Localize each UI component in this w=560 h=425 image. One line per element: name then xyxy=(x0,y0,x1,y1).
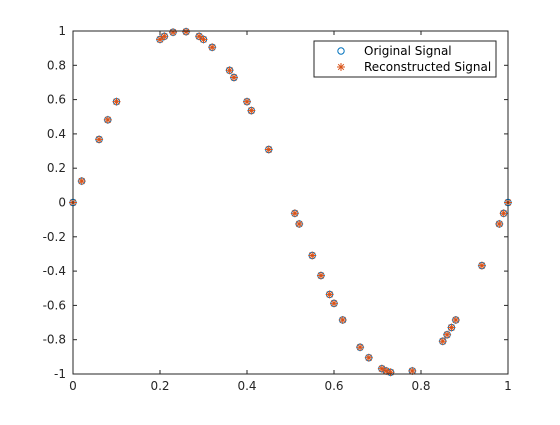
data-point-reconstructed xyxy=(199,35,208,44)
data-points xyxy=(69,27,512,377)
data-point-reconstructed xyxy=(338,315,347,324)
asterisk-stroke xyxy=(161,33,168,40)
data-point-reconstructed xyxy=(229,73,238,82)
asterisk-stroke xyxy=(78,177,85,185)
data-point-reconstructed xyxy=(208,43,217,52)
x-tick-label: 0.2 xyxy=(150,379,169,393)
y-tick-label: -0.6 xyxy=(43,298,66,312)
data-point-reconstructed xyxy=(77,177,86,186)
asterisk-stroke xyxy=(291,210,299,217)
y-tick-label: 0.6 xyxy=(47,93,66,107)
axes-box xyxy=(72,30,509,375)
asterisk-stroke xyxy=(182,28,190,35)
legend-marker-asterisk-icon xyxy=(337,63,345,71)
data-point-reconstructed xyxy=(243,97,251,106)
legend-box xyxy=(313,40,497,78)
data-point-reconstructed xyxy=(156,35,164,44)
asterisk-stroke xyxy=(296,220,303,228)
data-point-reconstructed xyxy=(160,32,169,41)
x-tick-label: 1 xyxy=(504,379,512,393)
data-point-reconstructed xyxy=(330,299,338,308)
asterisk-stroke xyxy=(452,316,459,324)
asterisk-stroke xyxy=(330,300,338,307)
data-point-reconstructed xyxy=(477,261,486,270)
y-tick-label: 0.2 xyxy=(47,161,66,175)
asterisk-stroke xyxy=(326,291,333,298)
asterisk-stroke xyxy=(500,210,507,217)
asterisk-stroke xyxy=(317,272,325,279)
y-tick-label: -0.8 xyxy=(43,333,66,347)
asterisk-stroke xyxy=(209,44,216,51)
x-tick-label: 0.8 xyxy=(411,379,430,393)
data-point-reconstructed xyxy=(112,97,121,106)
y-tick-label: -0.2 xyxy=(43,230,66,244)
asterisk-stroke xyxy=(95,136,103,143)
asterisk-stroke xyxy=(243,98,251,105)
asterisk-stroke xyxy=(439,338,446,345)
asterisk-stroke xyxy=(265,146,272,153)
data-point-reconstructed xyxy=(451,315,460,324)
x-tick-label: 0.6 xyxy=(324,379,343,393)
data-point-reconstructed xyxy=(364,353,373,362)
asterisk-stroke xyxy=(356,344,364,351)
axis-ticks: 0 0.2 0.4 0.6 0.8 1 1 0.8 0.6 0.4 0.2 0 -0.2 -0.4 -0.6… xyxy=(43,24,512,393)
data-point-reconstructed xyxy=(308,251,317,260)
asterisk-stroke xyxy=(383,367,390,375)
data-point-reconstructed xyxy=(195,32,204,41)
data-point-reconstructed xyxy=(495,219,504,228)
asterisk-stroke xyxy=(339,316,346,324)
asterisk-stroke xyxy=(169,29,177,36)
asterisk-stroke xyxy=(248,107,255,114)
asterisk-stroke xyxy=(195,33,203,40)
asterisk-stroke xyxy=(200,36,207,43)
data-point-reconstructed xyxy=(438,337,447,346)
asterisk-stroke xyxy=(365,354,372,361)
asterisk-stroke xyxy=(448,324,455,331)
y-tick-label: -1 xyxy=(54,367,66,381)
y-tick-label: 0.8 xyxy=(47,58,66,72)
asterisk-stroke xyxy=(230,74,238,81)
legend-marker-circle-icon xyxy=(337,47,345,55)
data-point-reconstructed xyxy=(447,323,456,332)
data-point-reconstructed xyxy=(169,28,178,37)
y-tick-label: 1 xyxy=(58,24,66,38)
plot-area-background xyxy=(73,31,508,374)
data-point-reconstructed xyxy=(103,115,112,124)
asterisk-stroke xyxy=(113,98,120,105)
asterisk-stroke xyxy=(337,63,345,71)
data-point-reconstructed xyxy=(499,209,508,218)
data-point-reconstructed xyxy=(290,209,299,218)
data-point-reconstructed xyxy=(325,290,334,299)
data-point-reconstructed xyxy=(316,271,325,280)
asterisk-stroke xyxy=(226,67,233,74)
y-tick-label: 0.4 xyxy=(47,127,66,141)
data-point-reconstructed xyxy=(95,135,104,144)
asterisk-stroke xyxy=(443,331,451,338)
data-point-reconstructed xyxy=(225,66,234,75)
data-point-reconstructed xyxy=(295,219,304,228)
data-point-reconstructed xyxy=(443,330,452,339)
data-point-reconstructed xyxy=(264,145,273,154)
asterisk-stroke xyxy=(496,220,503,228)
legend: Original Signal Reconstructed Signal xyxy=(313,40,497,78)
legend-label: Original Signal xyxy=(364,44,452,58)
data-point-reconstructed xyxy=(386,368,395,377)
asterisk-stroke xyxy=(409,367,416,375)
data-point-reconstructed xyxy=(408,366,417,375)
asterisk-stroke xyxy=(378,365,386,372)
asterisk-stroke xyxy=(478,262,486,269)
data-point-reconstructed xyxy=(247,106,256,115)
x-tick-label: 0 xyxy=(69,379,77,393)
y-tick-label: -0.4 xyxy=(43,264,66,278)
y-tick-label: 0 xyxy=(58,196,66,210)
data-point-reconstructed xyxy=(182,27,191,36)
asterisk-stroke xyxy=(104,116,111,124)
legend-label: Reconstructed Signal xyxy=(364,60,491,74)
asterisk-stroke xyxy=(309,252,316,259)
asterisk-stroke xyxy=(156,36,164,43)
data-point-reconstructed xyxy=(356,343,365,352)
x-tick-label: 0.4 xyxy=(237,379,256,393)
